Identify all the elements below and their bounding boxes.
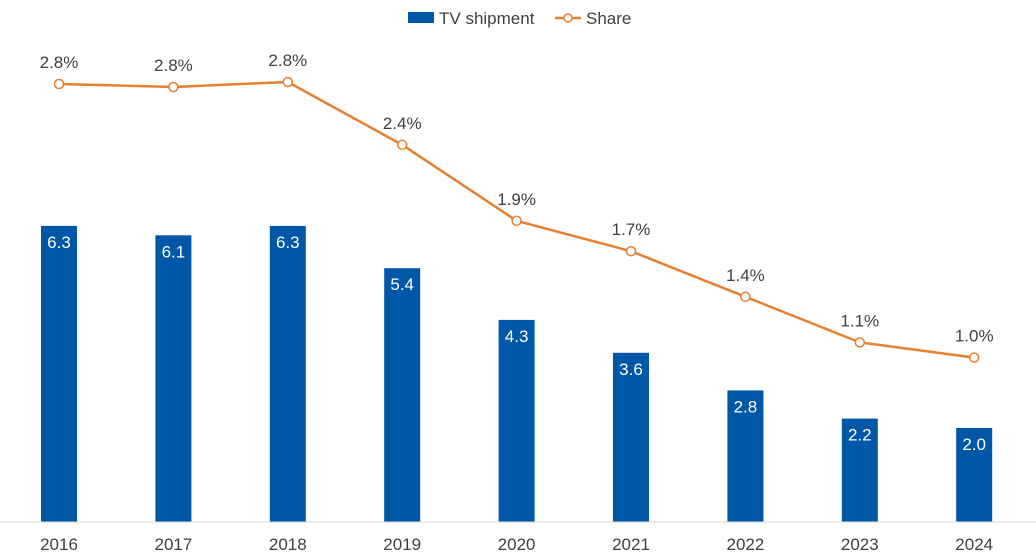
- bar-label-2016: 6.3: [47, 233, 71, 252]
- x-tick-2020: 2020: [498, 535, 536, 554]
- share-label-2022: 1.4%: [726, 266, 765, 285]
- bar-label-2018: 6.3: [276, 233, 300, 252]
- bar-2019: [384, 268, 421, 522]
- x-tick-2021: 2021: [612, 535, 650, 554]
- x-tick-2017: 2017: [154, 535, 192, 554]
- bar-2018: [269, 225, 306, 522]
- share-label-2017: 2.8%: [154, 56, 193, 75]
- share-point-2019: [396, 139, 408, 151]
- share-point-2018: [282, 76, 294, 88]
- bar-label-2021: 3.6: [619, 360, 643, 379]
- x-tick-2023: 2023: [841, 535, 879, 554]
- legend-marker-share: [563, 13, 573, 23]
- bar-2021: [613, 352, 649, 522]
- share-label-2023: 1.1%: [840, 311, 879, 330]
- legend-label-tv-shipment: TV shipment: [439, 9, 535, 28]
- x-tick-2016: 2016: [40, 535, 78, 554]
- share-point-2022: [740, 291, 751, 303]
- bar-label-2022: 2.8: [734, 397, 758, 416]
- line-series: 2.8% 2.8% 2.8% 2.4% 1.9% 1.7% 1.4% 1.1% 1.0%: [40, 51, 994, 363]
- x-tick-2018: 2018: [269, 535, 307, 554]
- bar-2016: [41, 225, 77, 522]
- share-label-2020: 1.9%: [497, 190, 536, 209]
- legend-label-share: Share: [586, 9, 631, 28]
- bar-2017: [155, 235, 192, 523]
- bar-label-2017: 6.1: [162, 242, 186, 261]
- share-label-2024: 1.0%: [955, 327, 994, 346]
- x-tick-2022: 2022: [726, 535, 764, 554]
- share-label-2019: 2.4%: [383, 114, 422, 133]
- bar-2022: [727, 390, 764, 522]
- share-label-2018: 2.8%: [268, 51, 307, 70]
- bar-label-2023: 2.2: [848, 426, 872, 445]
- share-point-2016: [53, 78, 65, 90]
- legend-swatch-tv-shipment: [408, 12, 434, 23]
- bar-label-2020: 4.3: [505, 327, 529, 346]
- bar-series: 6.3 6.1 6.3 5.4 4.3 3.6 2.8 2.2 2.0: [41, 225, 993, 523]
- share-point-2023: [854, 337, 866, 348]
- share-point-2017: [168, 81, 179, 93]
- share-label-2021: 1.7%: [612, 220, 651, 239]
- share-point-2024: [968, 352, 980, 363]
- bar-2024: [956, 428, 993, 522]
- share-point-2020: [511, 215, 522, 227]
- x-axis-ticks: 2016 2017 2018 2019 2020 2021 2022 2023 2024: [40, 535, 993, 554]
- bar-2023: [841, 418, 878, 522]
- legend: TV shipment Share: [408, 9, 631, 28]
- bar-label-2019: 5.4: [390, 275, 414, 294]
- x-tick-2019: 2019: [383, 535, 421, 554]
- share-point-2021: [625, 245, 637, 257]
- bar-2020: [498, 319, 535, 522]
- bar-label-2024: 2.0: [962, 435, 986, 454]
- share-label-2016: 2.8%: [40, 53, 79, 72]
- x-tick-2024: 2024: [955, 535, 993, 554]
